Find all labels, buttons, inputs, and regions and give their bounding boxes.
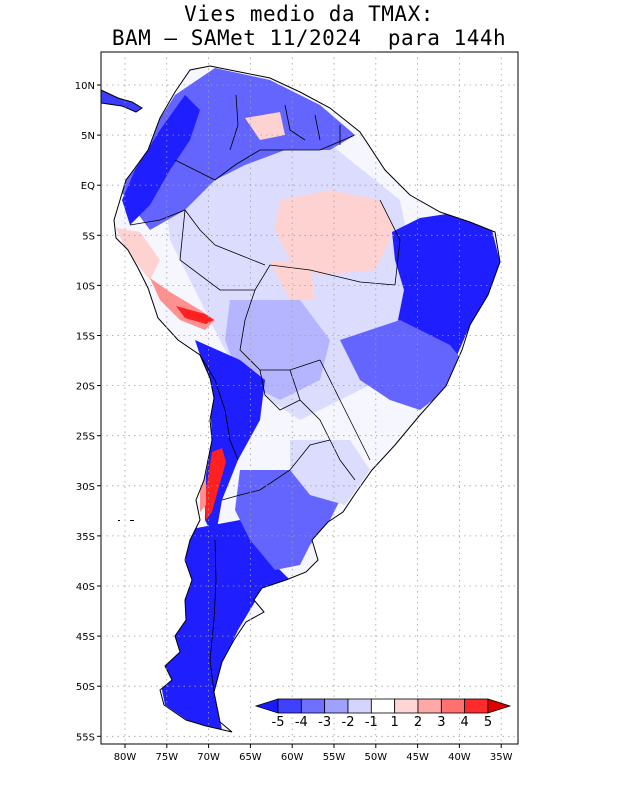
lat-label: 35S: [76, 532, 95, 543]
region-warm-venezuela: [245, 112, 285, 140]
region-hot-chile: [204, 448, 226, 520]
colorbar-label: -2: [342, 715, 355, 730]
colorbar-label: -4: [295, 715, 308, 730]
lat-label: 20S: [76, 382, 95, 393]
colorbar: -5 -4 -3 -2 -1 1 2 3 4 5: [254, 698, 512, 730]
region-strong-cool-patagonia: [160, 520, 290, 730]
lon-label: 65W: [239, 752, 262, 763]
graticule: [101, 52, 518, 744]
colorbar-segment: [464, 698, 489, 714]
latitude-labels: 10N 5N EQ 5S 10S 15S 20S 25S 30S 35S 40S 45S 50S 55S: [75, 81, 101, 743]
map-title: Vies medio da TMAX: BAM – SAMet 11/2024 …: [0, 2, 618, 50]
lat-label: 10S: [76, 281, 95, 292]
title-line-2: BAM – SAMet 11/2024 para 144h: [111, 26, 507, 50]
colorbar-label: 2: [414, 715, 422, 730]
coastline: [113, 65, 501, 733]
colorbar-label: -1: [365, 715, 378, 730]
lat-label: EQ: [81, 181, 95, 192]
colorbar-segment: [394, 698, 419, 714]
region-hot-peru: [176, 306, 214, 324]
colorbar-segment: [347, 698, 372, 714]
lat-label: 5S: [82, 231, 95, 242]
colorbar-segment: [417, 698, 442, 714]
lat-label: 25S: [76, 432, 95, 443]
central-america: [100, 89, 143, 113]
colorbar-arrow-high: [487, 698, 512, 714]
title-line-1: Vies medio da TMAX:: [184, 2, 434, 26]
lon-label: 50W: [364, 752, 387, 763]
colorbar-label: 5: [484, 715, 492, 730]
country-borders: [129, 94, 401, 693]
lat-label: 40S: [76, 582, 95, 593]
colorbar-label: 4: [461, 715, 469, 730]
lat-label: 30S: [76, 482, 95, 493]
lon-label: 55W: [323, 752, 346, 763]
lat-label: 5N: [81, 131, 95, 142]
colorbar-segment: [277, 698, 302, 714]
colorbar-label: 1: [391, 715, 399, 730]
colorbar-label: -5: [272, 715, 285, 730]
lon-label: 70W: [197, 752, 220, 763]
colorbar-segment: [324, 698, 349, 714]
lat-label: 15S: [76, 332, 95, 343]
lon-label: 80W: [114, 752, 137, 763]
lon-label: 60W: [281, 752, 304, 763]
longitude-labels: 80W 75W 70W 65W 60W 55W 50W 45W 40W 35W: [114, 744, 513, 763]
lon-label: 35W: [490, 752, 513, 763]
region-light-warm-central: [270, 262, 315, 300]
lat-label: 10N: [75, 81, 95, 92]
region-warm-peru-coast: [116, 228, 160, 280]
islands: [118, 520, 134, 521]
colorbar-label: -3: [318, 715, 331, 730]
colorbar-label: 3: [437, 715, 445, 730]
lat-label: 45S: [76, 632, 95, 643]
region-strong-cool-andes-north: [122, 95, 200, 225]
lon-label: 75W: [155, 752, 178, 763]
region-cool-east-brazil: [340, 320, 462, 410]
colorbar-segment: [440, 698, 466, 714]
colorbar-segment: [300, 698, 326, 714]
lon-label: 45W: [406, 752, 429, 763]
colorbar-segment: [370, 698, 396, 714]
lat-label: 55S: [76, 732, 95, 743]
region-light-warm-amazon: [275, 190, 395, 275]
lat-label: 50S: [76, 682, 95, 693]
region-pale-uruguay: [290, 440, 370, 505]
lon-label: 40W: [448, 752, 471, 763]
